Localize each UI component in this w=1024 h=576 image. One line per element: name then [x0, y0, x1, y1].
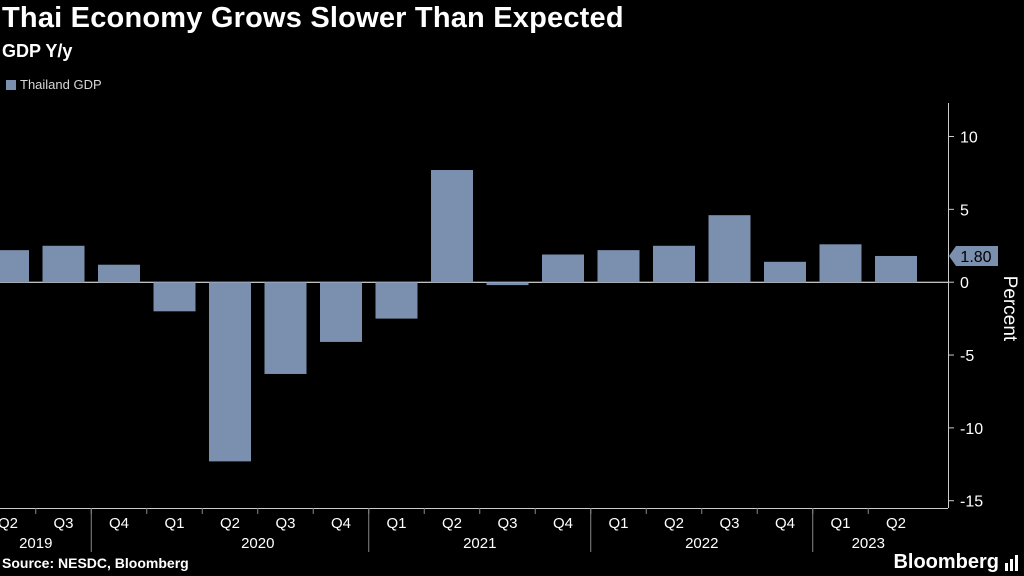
y-tick-label: -5	[960, 348, 974, 365]
x-tick-label: Q4	[553, 515, 573, 532]
y-tick-label: -10	[960, 421, 983, 438]
x-tick-label: Q1	[164, 515, 184, 532]
bar	[708, 215, 751, 283]
bar	[209, 282, 251, 462]
y-tick-label: 5	[960, 202, 969, 219]
x-year-label: 2022	[685, 535, 718, 552]
x-tick-label: Q2	[664, 515, 684, 532]
x-tick-label: Q4	[109, 515, 129, 532]
y-tick-label: 10	[960, 130, 978, 147]
bar	[597, 250, 640, 283]
bar	[431, 170, 473, 283]
bars-group	[0, 170, 948, 462]
y-axis: 10 5 0 -5 -10 -15 Percent 1.80	[948, 103, 1020, 511]
legend-swatch	[6, 79, 16, 90]
bar	[320, 282, 362, 342]
bloomberg-bars-icon	[1005, 554, 1018, 571]
legend: Thailand GDP	[6, 77, 102, 92]
x-year-label: 2019	[19, 535, 52, 552]
bar	[153, 282, 196, 312]
chart-title: Thai Economy Grows Slower Than Expected	[2, 2, 624, 34]
x-year-label: 2023	[852, 535, 885, 552]
brand-logo: Bloomberg	[893, 551, 1018, 574]
bar	[819, 244, 862, 283]
bar	[486, 282, 529, 286]
bar	[42, 245, 85, 283]
last-value-callout: 1.80	[949, 245, 998, 266]
last-value-label: 1.80	[960, 249, 991, 266]
x-tick-label: Q3	[497, 515, 517, 532]
x-tick-label: Q1	[386, 515, 406, 532]
x-tick-label: Q2	[442, 515, 462, 532]
x-tick-label: Q1	[830, 515, 850, 532]
bar	[875, 255, 917, 283]
x-year-label: 2020	[241, 535, 274, 552]
y-axis-title: Percent	[999, 276, 1020, 342]
chart-subtitle: GDP Y/y	[2, 41, 73, 61]
x-tick-label: Q1	[608, 515, 628, 532]
bar	[653, 245, 695, 283]
x-tick-label: Q3	[275, 515, 295, 532]
source-note: Source: NESDC, Bloomberg	[2, 555, 189, 571]
x-tick-label: Q4	[775, 515, 795, 532]
bar	[98, 264, 140, 283]
bar	[264, 282, 307, 374]
x-tick-label: Q3	[53, 515, 73, 532]
bar	[375, 282, 418, 319]
last-value-badge	[949, 245, 998, 266]
y-tick-label: 0	[960, 275, 969, 292]
bar	[542, 254, 584, 283]
x-tick-label: Q2	[0, 515, 18, 532]
legend-label: Thailand GDP	[20, 77, 102, 92]
x-year-label: 2021	[463, 535, 496, 552]
brand-name: Bloomberg	[893, 551, 999, 573]
bar	[0, 250, 29, 283]
bar	[764, 261, 806, 283]
y-tick-label: -15	[960, 494, 983, 511]
x-tick-label: Q2	[886, 515, 906, 532]
x-tick-label: Q2	[220, 515, 240, 532]
x-tick-label: Q4	[331, 515, 351, 532]
x-tick-label: Q3	[719, 515, 739, 532]
